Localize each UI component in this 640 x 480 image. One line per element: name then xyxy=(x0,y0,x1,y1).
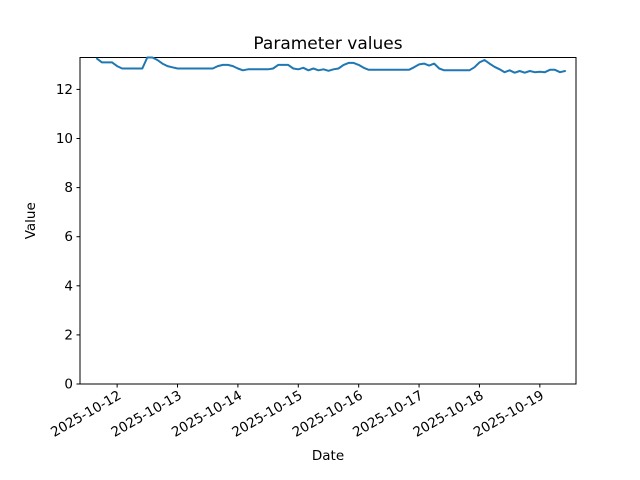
y-tick-label: 12 xyxy=(56,82,73,98)
plot-frame xyxy=(79,57,577,385)
plot-area xyxy=(96,56,566,74)
y-tick-label: 8 xyxy=(64,180,73,196)
y-tick-label: 10 xyxy=(56,131,73,147)
y-tick-label: 6 xyxy=(64,229,73,245)
y-tick-label: 4 xyxy=(64,278,73,294)
x-axis-label: Date xyxy=(312,448,344,464)
y-tick-label: 2 xyxy=(64,327,73,343)
chart-title: Parameter values xyxy=(253,34,402,54)
y-axis-label: Value xyxy=(23,202,39,239)
series-line xyxy=(96,56,566,74)
axis-ticks: 0246810122025-10-122025-10-132025-10-142… xyxy=(48,82,547,441)
y-tick-label: 0 xyxy=(64,377,73,393)
